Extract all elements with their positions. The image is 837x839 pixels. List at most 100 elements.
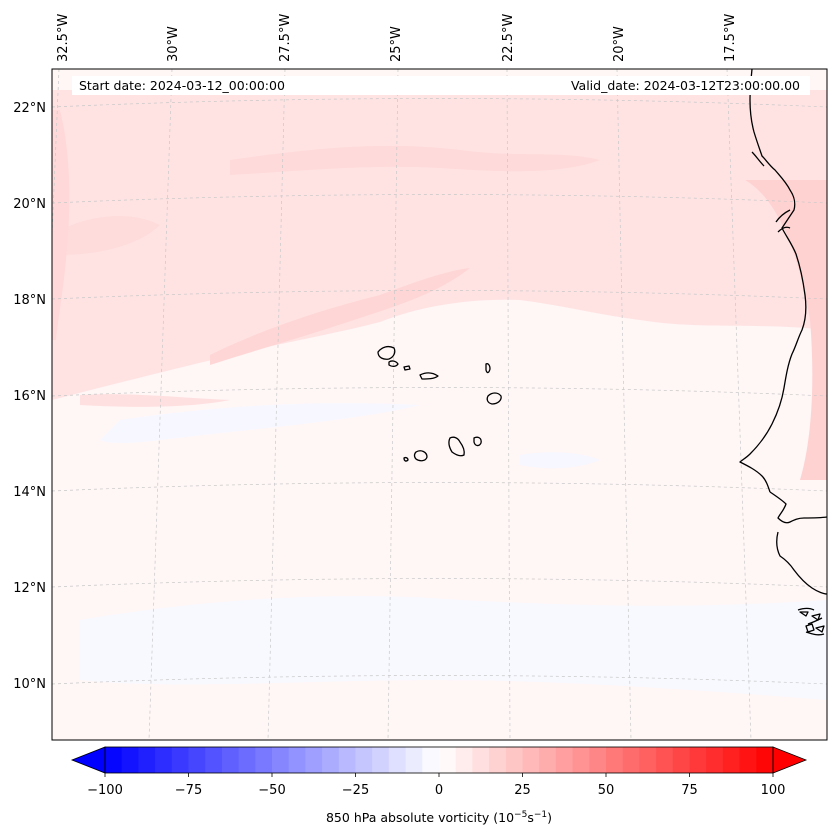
colorbar-segment — [639, 747, 657, 773]
lon-label-25w: 25°W — [389, 26, 404, 62]
colorbar-tick-label: 0 — [435, 783, 443, 798]
colorbar-segment — [539, 747, 557, 773]
colorbar-segment — [155, 747, 173, 773]
colorbar-segment — [489, 747, 507, 773]
colorbar-segment — [372, 747, 390, 773]
colorbar-title-end: ) — [547, 810, 552, 825]
colorbar-tick-label: −25 — [342, 783, 369, 798]
colorbar-title-main: 850 hPa absolute vorticity (10 — [326, 810, 514, 825]
meridian-27-5w — [267, 69, 286, 740]
colorbar-title-unit: s — [527, 810, 534, 825]
colorbar-segment — [572, 747, 590, 773]
african-coastline-south — [769, 491, 827, 636]
colorbar-extend-min-arrow — [70, 746, 106, 774]
info-box — [72, 76, 810, 95]
parallel-14n — [52, 482, 827, 492]
island-brava — [403, 456, 409, 462]
colorbar-title-exponent-2: −1 — [534, 810, 547, 820]
parallel-18n — [52, 290, 827, 300]
colorbar-segment — [672, 747, 690, 773]
island-sao-vicente — [388, 360, 399, 368]
meridian-22-5w — [506, 69, 511, 740]
parallel-10n — [52, 675, 827, 685]
island-maio — [473, 436, 482, 447]
colorbar-segment — [522, 747, 540, 773]
lat-label-14n: 14°N — [13, 485, 46, 500]
parallel-22n — [52, 98, 827, 108]
parallel-20n — [52, 194, 827, 204]
negative-vorticity-band-15n — [100, 403, 420, 443]
colorbar: −100 −75 −50 −25 0 25 50 75 100 850 hPa … — [70, 746, 808, 825]
colorbar-segment — [138, 747, 156, 773]
colorbar-segment — [205, 747, 223, 773]
parallel-12n — [52, 578, 827, 588]
coastlines — [377, 69, 827, 636]
lat-label-18n: 18°N — [13, 293, 46, 308]
map-panel — [52, 69, 827, 740]
colorbar-segment — [388, 747, 406, 773]
longitude-labels: 32.5°W 30°W 27.5°W 25°W 22.5°W 20°W 17.5… — [56, 14, 738, 62]
meridian-20w — [616, 69, 632, 740]
colorbar-segment — [255, 747, 273, 773]
colorbar-segment — [221, 747, 239, 773]
lat-label-10n: 10°N — [13, 677, 46, 692]
colorbar-segment — [706, 747, 724, 773]
lat-label-16n: 16°N — [13, 389, 46, 404]
colorbar-tick-label: 100 — [761, 783, 786, 798]
positive-vorticity-strip-west — [52, 110, 70, 340]
cap-blanc-detail — [751, 151, 791, 233]
island-santiago — [448, 436, 465, 457]
colorbar-segment — [439, 747, 457, 773]
colorbar-segment — [355, 747, 373, 773]
lon-label-27-5w: 27.5°W — [278, 14, 293, 62]
colorbar-title-exponent-1: −5 — [514, 810, 527, 820]
colorbar-segment — [722, 747, 740, 773]
colorbar-segment — [455, 747, 473, 773]
colorbar-segment — [305, 747, 323, 773]
colorbar-segment — [338, 747, 356, 773]
positive-vorticity-band-16n — [80, 394, 230, 407]
vorticity-field — [52, 90, 827, 700]
colorbar-segment — [606, 747, 624, 773]
colorbar-tick-label: 75 — [681, 783, 698, 798]
positive-vorticity-patch-2 — [60, 215, 160, 255]
lon-label-22-5w: 22.5°W — [501, 14, 516, 62]
colorbar-segment — [405, 747, 423, 773]
colorbar-tick-label: −50 — [258, 783, 285, 798]
island-santa-luzia — [403, 365, 411, 371]
colorbar-segment — [472, 747, 490, 773]
colorbar-tick-label: 25 — [514, 783, 531, 798]
colorbar-segment — [622, 747, 640, 773]
colorbar-segment — [589, 747, 607, 773]
colorbar-segments — [105, 747, 774, 773]
colorbar-segment — [188, 747, 206, 773]
lon-label-32-5w: 32.5°W — [56, 14, 71, 62]
meridian-25w — [387, 69, 399, 740]
colorbar-segment — [656, 747, 674, 773]
colorbar-tick-label: −75 — [175, 783, 202, 798]
colorbar-ticks — [104, 773, 774, 777]
colorbar-extend-max-arrow — [772, 746, 808, 774]
colorbar-tick-label: 50 — [598, 783, 615, 798]
lat-label-20n: 20°N — [13, 197, 46, 212]
colorbar-segment — [739, 747, 757, 773]
positive-vorticity-core — [210, 268, 470, 365]
valid-date-label: Valid_date: 2024-03-12T23:00:00.00 — [571, 78, 800, 93]
colorbar-segment — [555, 747, 573, 773]
colorbar-segment — [689, 747, 707, 773]
lat-label-22n: 22°N — [13, 101, 46, 116]
lon-label-30w: 30°W — [166, 26, 181, 62]
island-sal — [485, 363, 491, 374]
colorbar-segment — [756, 747, 774, 773]
meridian-30w — [148, 69, 173, 740]
colorbar-segment — [505, 747, 523, 773]
lon-label-20w: 20°W — [612, 26, 627, 62]
latitude-labels: 22°N 20°N 18°N 16°N 14°N 12°N 10°N — [13, 101, 46, 692]
colorbar-segment — [422, 747, 440, 773]
start-date-label: Start date: 2024-03-12_00:00:00 — [79, 78, 285, 93]
island-sao-nicolau — [419, 372, 439, 380]
positive-vorticity-coast — [745, 180, 827, 480]
parallel-16n — [52, 387, 827, 397]
colorbar-title: 850 hPa absolute vorticity (10−5s−1) — [326, 810, 552, 825]
